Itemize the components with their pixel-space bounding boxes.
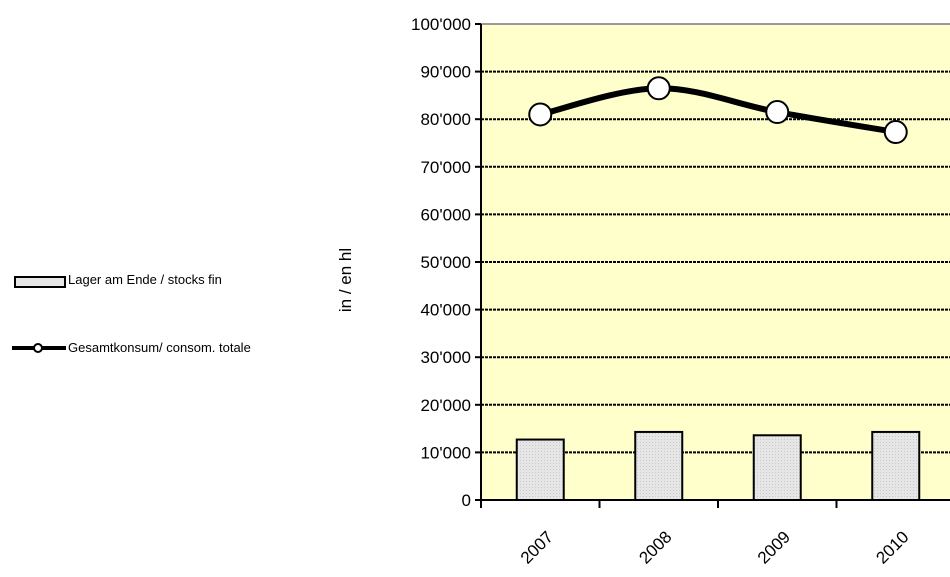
y-tick-label-60000: 60'000 <box>420 205 471 224</box>
y-tick-label-10000: 10'000 <box>420 443 471 462</box>
x-tick-label-2007: 2007 <box>517 527 557 567</box>
x-tick-label-2010: 2010 <box>872 527 912 567</box>
legend-item-consumption: Gesamtkonsum/ consom. totale <box>10 340 260 380</box>
legend-item-stocks: Lager am Ende / stocks fin <box>10 272 260 312</box>
line-point-2007 <box>528 102 553 127</box>
y-tick-label-90000: 90'000 <box>420 63 471 82</box>
x-tick-label-2009: 2009 <box>754 527 794 567</box>
line-point-2009 <box>765 100 790 125</box>
y-tick-label-70000: 70'000 <box>420 158 471 177</box>
legend-bar-swatch <box>14 276 66 288</box>
consumption-line <box>539 85 897 136</box>
legend-label-stocks: Lager am Ende / stocks fin <box>68 272 222 287</box>
x-tick-label-2008: 2008 <box>635 527 675 567</box>
y-tick-label-100000: 100'000 <box>411 15 471 34</box>
y-tick-label-40000: 40'000 <box>420 301 471 320</box>
bar-2009 <box>752 434 802 502</box>
y-tick-label-30000: 30'000 <box>420 348 471 367</box>
y-axis-label: in / en hl <box>336 248 355 312</box>
y-tick-label-0: 0 <box>462 491 471 510</box>
y-tick-label-50000: 50'000 <box>420 253 471 272</box>
bar-2007 <box>515 438 565 502</box>
legend-label-consumption: Gesamtkonsum/ consom. totale <box>68 340 251 355</box>
line-point-2010 <box>883 120 908 145</box>
bar-2008 <box>634 430 684 502</box>
line-point-2008 <box>646 76 671 101</box>
bar-2010 <box>871 430 921 502</box>
legend: Lager am Ende / stocks fin Gesamtkonsum/… <box>10 272 260 408</box>
legend-line-swatch <box>12 343 66 353</box>
y-tick-label-80000: 80'000 <box>420 110 471 129</box>
y-tick-label-20000: 20'000 <box>420 396 471 415</box>
